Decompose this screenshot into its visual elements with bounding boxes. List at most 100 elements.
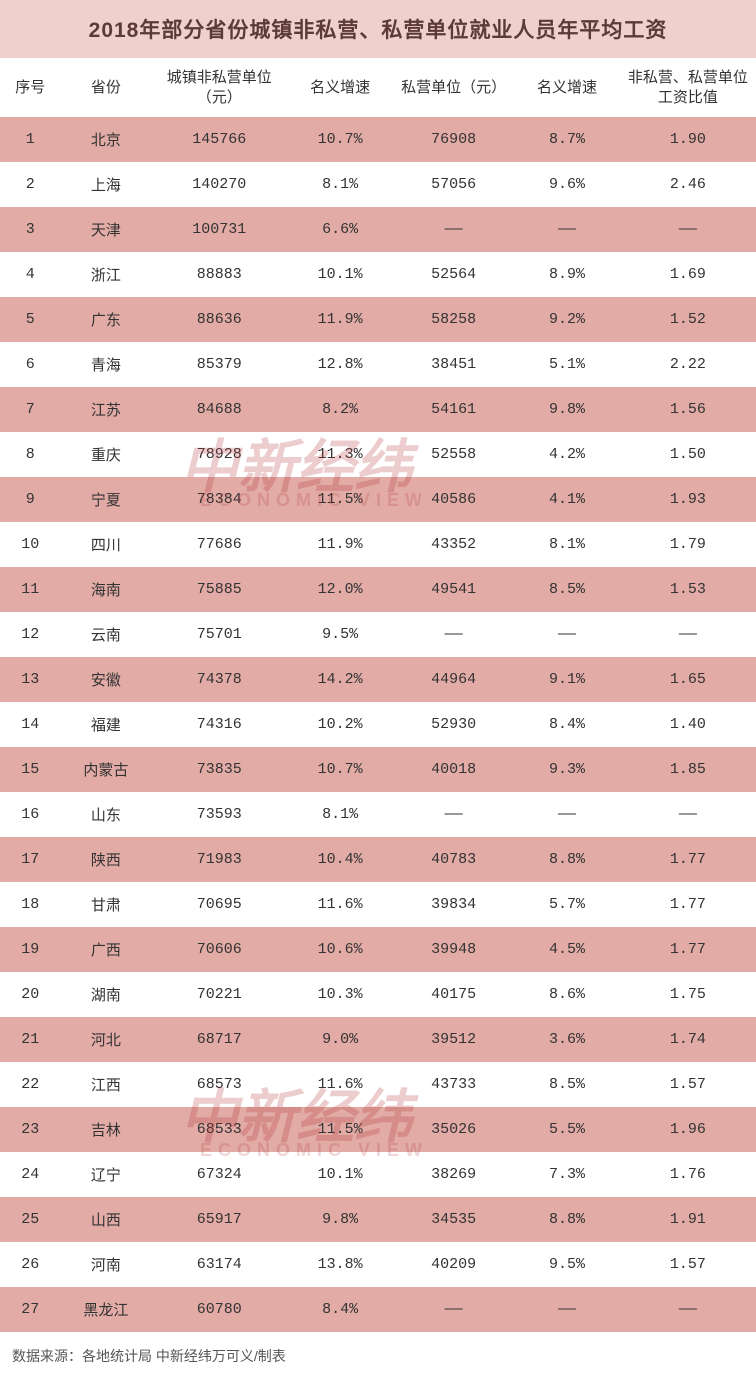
table-cell: 1.57 bbox=[620, 1242, 756, 1287]
salary-table: 序号 省份 城镇非私营单位（元） 名义增速 私营单位（元） 名义增速 非私营、私… bbox=[0, 58, 756, 1332]
table-cell: 11.9% bbox=[287, 297, 393, 342]
table-cell: —— bbox=[620, 792, 756, 837]
table-cell: 1.69 bbox=[620, 252, 756, 297]
table-cell: 上海 bbox=[60, 162, 151, 207]
table-cell: 天津 bbox=[60, 207, 151, 252]
table-cell: 25 bbox=[0, 1197, 60, 1242]
table-cell: 8.8% bbox=[514, 1197, 620, 1242]
table-cell: 9.5% bbox=[514, 1242, 620, 1287]
table-container: 2018年部分省份城镇非私营、私营单位就业人员年平均工资 中新经纬 ECONOM… bbox=[0, 0, 756, 1380]
table-cell: 宁夏 bbox=[60, 477, 151, 522]
page-title: 2018年部分省份城镇非私营、私营单位就业人员年平均工资 bbox=[0, 0, 756, 58]
table-cell: 145766 bbox=[151, 117, 287, 162]
table-cell: 1.77 bbox=[620, 882, 756, 927]
table-cell: 1.85 bbox=[620, 747, 756, 792]
table-cell: 3.6% bbox=[514, 1017, 620, 1062]
table-row: 3天津1007316.6%—————— bbox=[0, 207, 756, 252]
table-row: 26河南6317413.8%402099.5%1.57 bbox=[0, 1242, 756, 1287]
table-cell: 1.77 bbox=[620, 927, 756, 972]
table-cell: 68533 bbox=[151, 1107, 287, 1152]
table-cell: 77686 bbox=[151, 522, 287, 567]
table-cell: 38451 bbox=[393, 342, 514, 387]
table-cell: 16 bbox=[0, 792, 60, 837]
table-cell: 10.7% bbox=[287, 117, 393, 162]
table-cell: 云南 bbox=[60, 612, 151, 657]
table-cell: —— bbox=[514, 207, 620, 252]
table-cell: 甘肃 bbox=[60, 882, 151, 927]
col-header-growth2: 名义增速 bbox=[514, 58, 620, 117]
table-cell: 5.5% bbox=[514, 1107, 620, 1152]
table-cell: 辽宁 bbox=[60, 1152, 151, 1197]
table-cell: 9.8% bbox=[287, 1197, 393, 1242]
table-cell: 1.52 bbox=[620, 297, 756, 342]
table-row: 10四川7768611.9%433528.1%1.79 bbox=[0, 522, 756, 567]
table-cell: 8.8% bbox=[514, 837, 620, 882]
table-cell: 1.77 bbox=[620, 837, 756, 882]
table-cell: 山东 bbox=[60, 792, 151, 837]
table-cell: 4.1% bbox=[514, 477, 620, 522]
table-cell: —— bbox=[393, 792, 514, 837]
data-source-footer: 数据来源：各地统计局 中新经纬万可义/制表 bbox=[0, 1332, 756, 1380]
table-cell: 11.6% bbox=[287, 882, 393, 927]
table-cell: 1 bbox=[0, 117, 60, 162]
table-cell: 内蒙古 bbox=[60, 747, 151, 792]
table-row: 19广西7060610.6%399484.5%1.77 bbox=[0, 927, 756, 972]
table-cell: 57056 bbox=[393, 162, 514, 207]
table-cell: 5.1% bbox=[514, 342, 620, 387]
table-cell: 84688 bbox=[151, 387, 287, 432]
table-cell: 吉林 bbox=[60, 1107, 151, 1152]
table-cell: —— bbox=[393, 207, 514, 252]
table-cell: 63174 bbox=[151, 1242, 287, 1287]
table-cell: 8.1% bbox=[514, 522, 620, 567]
table-cell: 重庆 bbox=[60, 432, 151, 477]
table-cell: 10.4% bbox=[287, 837, 393, 882]
table-row: 7江苏846888.2%541619.8%1.56 bbox=[0, 387, 756, 432]
col-header-nonprivate: 城镇非私营单位（元） bbox=[151, 58, 287, 117]
table-cell: 1.53 bbox=[620, 567, 756, 612]
table-cell: 10.3% bbox=[287, 972, 393, 1017]
table-cell: 8.5% bbox=[514, 567, 620, 612]
table-cell: 7.3% bbox=[514, 1152, 620, 1197]
table-row: 12云南757019.5%—————— bbox=[0, 612, 756, 657]
table-cell: 1.79 bbox=[620, 522, 756, 567]
table-cell: 54161 bbox=[393, 387, 514, 432]
table-body: 1北京14576610.7%769088.7%1.902上海1402708.1%… bbox=[0, 117, 756, 1332]
table-cell: 14.2% bbox=[287, 657, 393, 702]
table-row: 15内蒙古7383510.7%400189.3%1.85 bbox=[0, 747, 756, 792]
table-row: 4浙江8888310.1%525648.9%1.69 bbox=[0, 252, 756, 297]
table-cell: 11.5% bbox=[287, 1107, 393, 1152]
table-cell: 浙江 bbox=[60, 252, 151, 297]
table-cell: —— bbox=[620, 1287, 756, 1332]
table-cell: 10.1% bbox=[287, 252, 393, 297]
table-cell: 12.0% bbox=[287, 567, 393, 612]
table-cell: 四川 bbox=[60, 522, 151, 567]
table-row: 18甘肃7069511.6%398345.7%1.77 bbox=[0, 882, 756, 927]
table-cell: 2.46 bbox=[620, 162, 756, 207]
table-cell: 8.5% bbox=[514, 1062, 620, 1107]
table-cell: 68573 bbox=[151, 1062, 287, 1107]
table-cell: 70606 bbox=[151, 927, 287, 972]
table-cell: 1.96 bbox=[620, 1107, 756, 1152]
table-cell: 1.93 bbox=[620, 477, 756, 522]
table-cell: 38269 bbox=[393, 1152, 514, 1197]
table-cell: 1.90 bbox=[620, 117, 756, 162]
table-cell: —— bbox=[393, 612, 514, 657]
table-cell: 100731 bbox=[151, 207, 287, 252]
table-cell: 12 bbox=[0, 612, 60, 657]
table-cell: 2.22 bbox=[620, 342, 756, 387]
table-row: 27黑龙江607808.4%—————— bbox=[0, 1287, 756, 1332]
table-cell: 23 bbox=[0, 1107, 60, 1152]
table-cell: —— bbox=[514, 612, 620, 657]
table-cell: 9.1% bbox=[514, 657, 620, 702]
table-cell: 黑龙江 bbox=[60, 1287, 151, 1332]
table-cell: 40175 bbox=[393, 972, 514, 1017]
table-cell: 10.7% bbox=[287, 747, 393, 792]
table-cell: 6 bbox=[0, 342, 60, 387]
table-cell: 17 bbox=[0, 837, 60, 882]
table-row: 20湖南7022110.3%401758.6%1.75 bbox=[0, 972, 756, 1017]
table-cell: 陕西 bbox=[60, 837, 151, 882]
table-row: 6青海8537912.8%384515.1%2.22 bbox=[0, 342, 756, 387]
table-cell: 58258 bbox=[393, 297, 514, 342]
table-cell: 福建 bbox=[60, 702, 151, 747]
table-cell: 52930 bbox=[393, 702, 514, 747]
